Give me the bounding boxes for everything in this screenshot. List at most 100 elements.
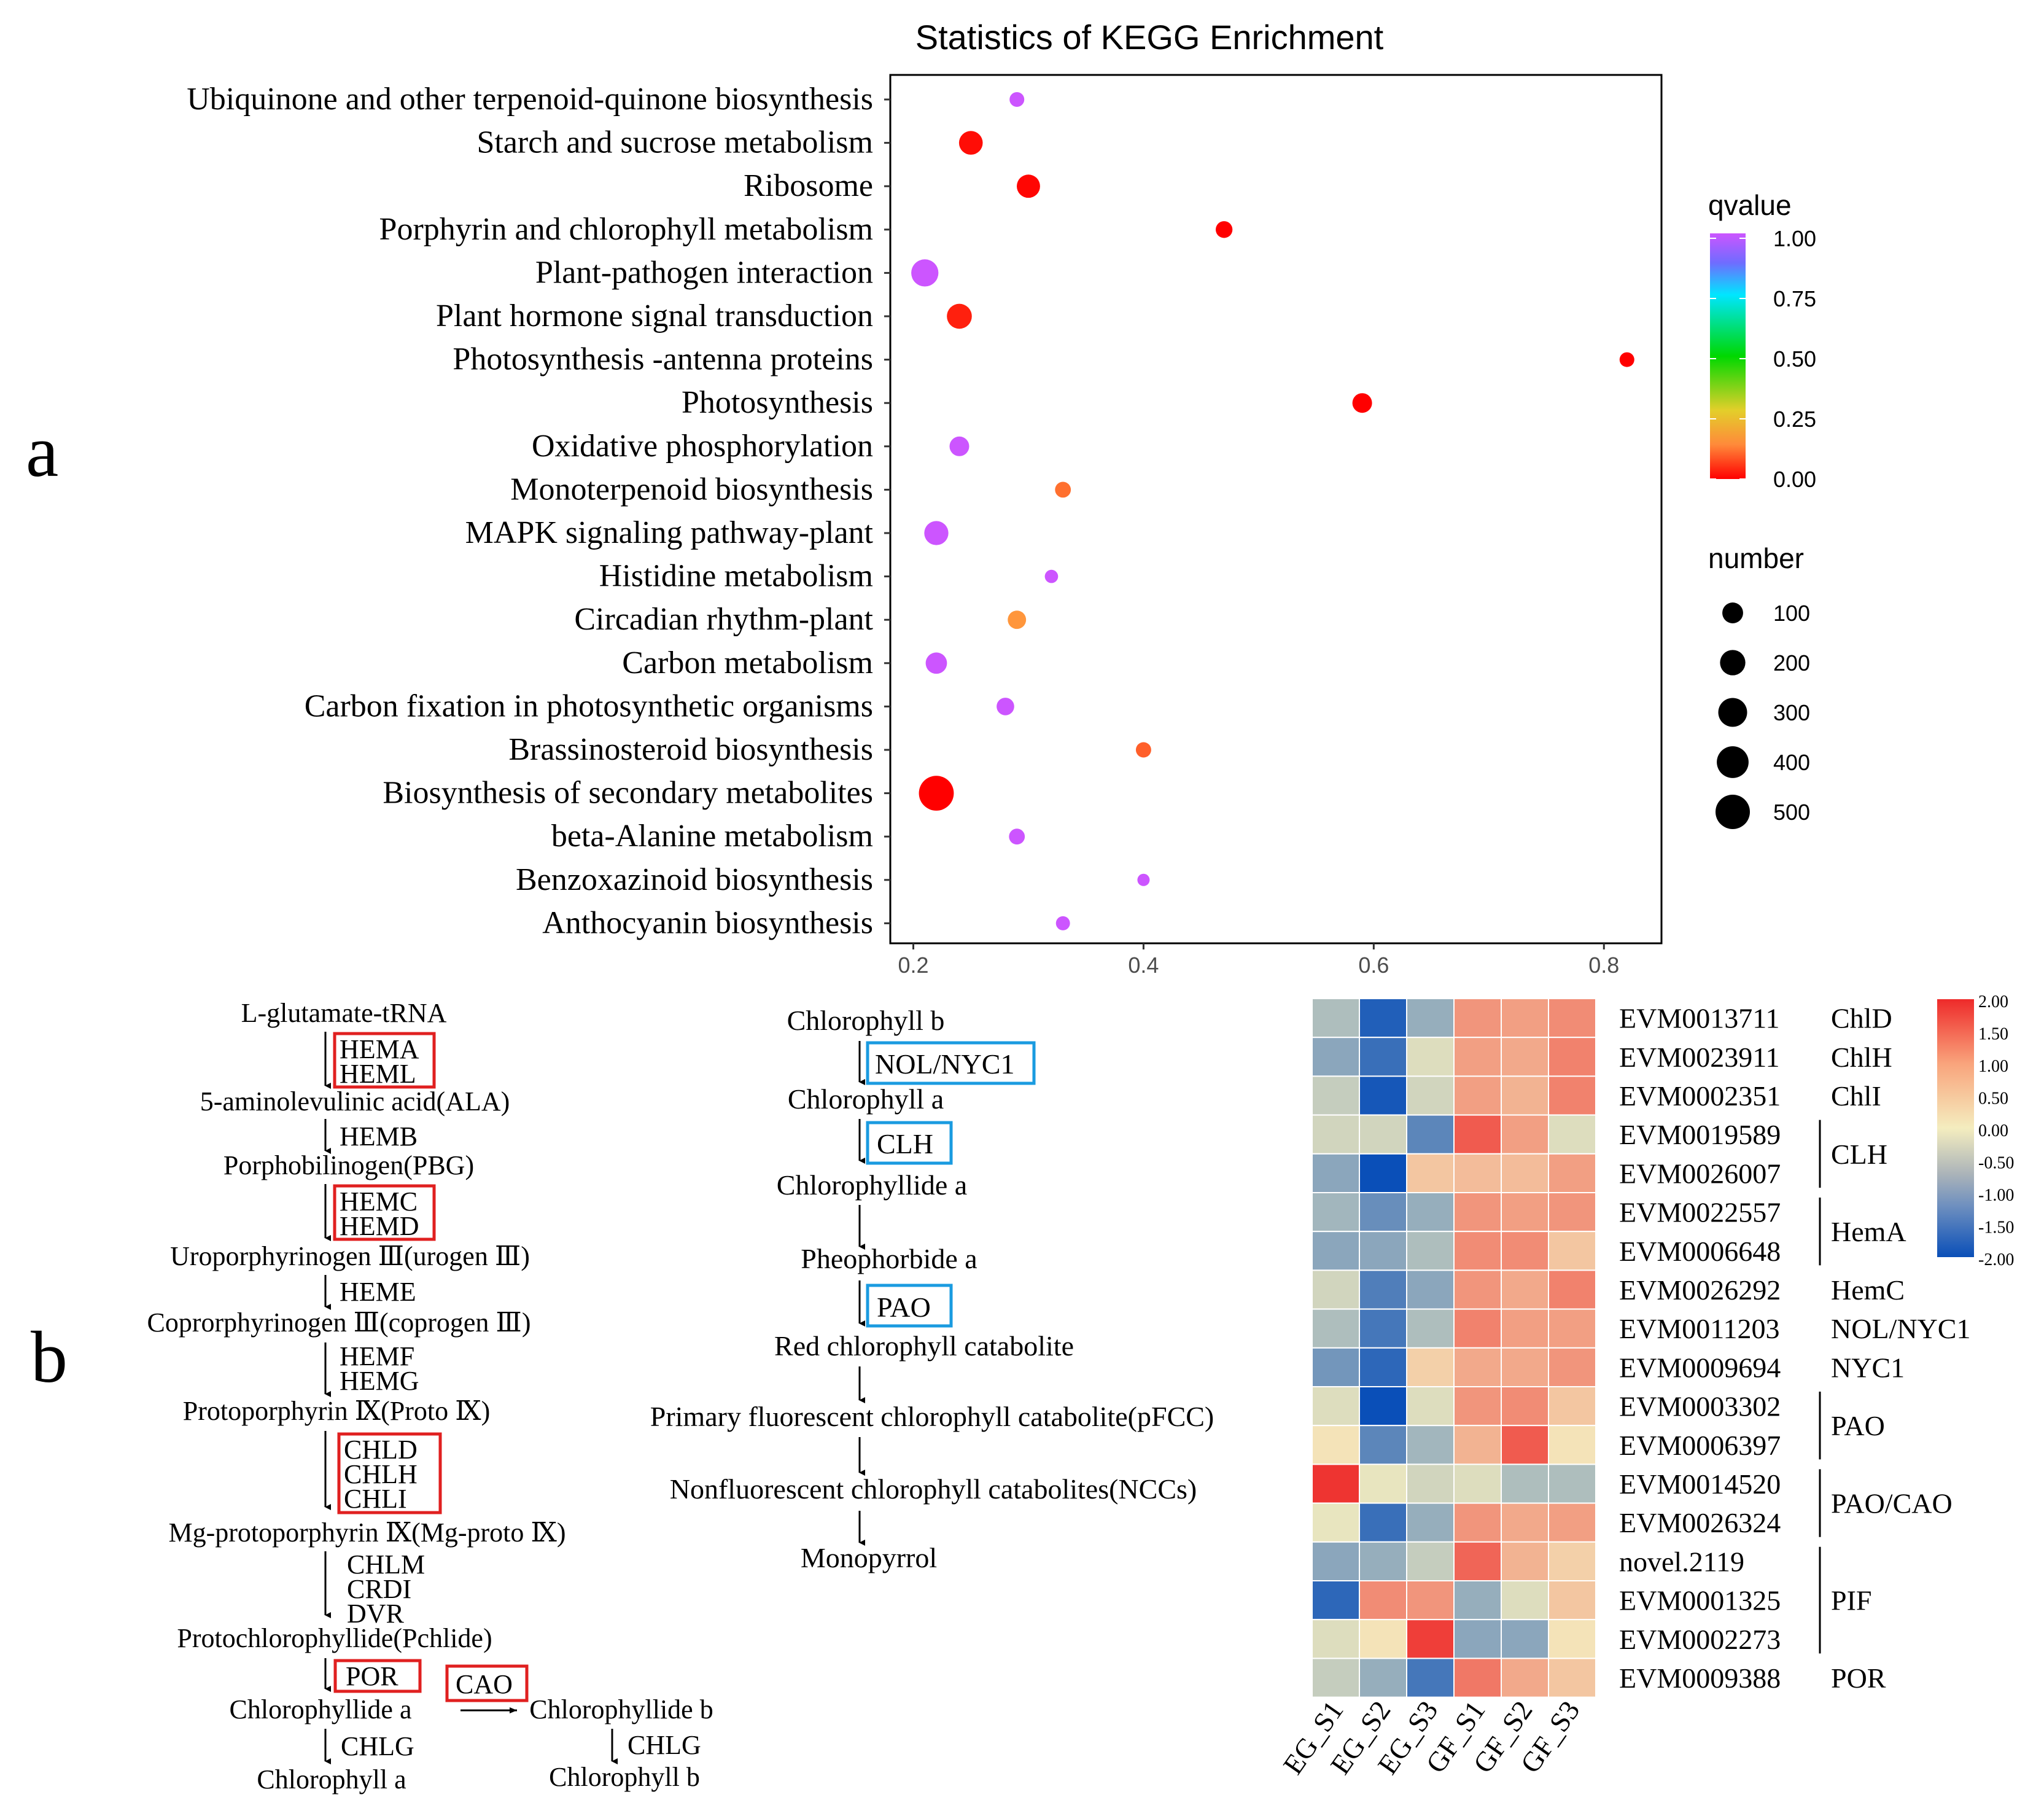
- heatmap-cell: [1359, 1541, 1407, 1582]
- gene-id-evm0011203: EVM0011203: [1619, 1313, 1780, 1344]
- enzyme-box-por: [333, 1659, 422, 1693]
- compound-chlorophyllide-a-degr: Chlorophyllide a: [777, 1169, 967, 1201]
- enzyme-chli: CHLI: [344, 1484, 407, 1514]
- gene-id-evm0002273: EVM0002273: [1619, 1624, 1781, 1655]
- enzyme-chlg-b: CHLG: [628, 1730, 701, 1760]
- pathway-label-starch-and-sucrose-metabolism: Starch and sucrose metabolism: [476, 125, 873, 160]
- heatmap-cell: [1406, 1153, 1455, 1194]
- enzyme-box-chld-chlh-chli: [337, 1432, 442, 1514]
- compound-pheophorbide-a: Pheophorbide a: [801, 1243, 977, 1274]
- heatmap-cell: [1548, 1075, 1596, 1116]
- gene-id-evm0014520: EVM0014520: [1619, 1468, 1781, 1500]
- heatmap-cell: [1453, 1347, 1502, 1388]
- compound-mg-proto-ix: Mg-protoporphyrin Ⅸ(Mg-proto Ⅸ): [168, 1518, 565, 1548]
- bubble-beta-alanine-metabolism: [1009, 828, 1025, 845]
- heatmap-cell: [1501, 1463, 1549, 1504]
- heatmap-cell: [1359, 998, 1407, 1038]
- heatmap-cell: [1312, 1269, 1360, 1310]
- heatmap-cell: [1312, 1231, 1360, 1271]
- heatmap-cell: [1312, 1425, 1360, 1465]
- enzyme-nol-nyc1: NOL/NYC1: [875, 1048, 1014, 1080]
- expression-heatmap: EVM0013711 EVM0023911 EVM0002351 EVM0019589…: [1277, 992, 2015, 1780]
- heatmap-cell: [1548, 998, 1596, 1038]
- heatmap-cell: [1501, 1425, 1549, 1465]
- pathway-label-monoterpenoid-biosynthesis: Monoterpenoid biosynthesis: [510, 472, 873, 507]
- heatmap-cell: [1501, 1347, 1549, 1388]
- heatmap-cell: [1312, 1347, 1360, 1388]
- heatmap-cell: [1548, 1386, 1596, 1427]
- heatmap-cell: [1501, 1153, 1549, 1194]
- heatmap-cell: [1453, 1502, 1502, 1543]
- heatmap-cell: [1312, 1075, 1360, 1116]
- gene-id-evm0006648: EVM0006648: [1619, 1236, 1781, 1267]
- compound-ala: 5-aminolevulinic acid(ALA): [200, 1086, 510, 1116]
- gene-group-por: POR: [1831, 1662, 1886, 1694]
- pathway-label-oxidative-phosphorylation: Oxidative phosphorylation: [532, 429, 873, 464]
- gene-group-pao-cao: PAO/CAO: [1831, 1488, 1953, 1519]
- compound-monopyrrol: Monopyrrol: [801, 1542, 937, 1573]
- size-legend-circle: [1717, 746, 1749, 778]
- heatmap-cell: [1548, 1619, 1596, 1659]
- qvalue-legend-title: qvalue: [1708, 189, 1792, 221]
- scale-tick-label: -0.50: [1978, 1154, 2014, 1173]
- heatmap-cell: [1501, 1308, 1549, 1349]
- compound-chlorophyll-a-degr: Chlorophyll a: [788, 1083, 944, 1115]
- heatmap-cell: [1548, 1658, 1596, 1698]
- scale-tick-label: 0.50: [1978, 1089, 2008, 1109]
- enzyme-chlh: CHLH: [344, 1459, 418, 1489]
- gene-id-evm0003302: EVM0003302: [1619, 1391, 1781, 1422]
- enzyme-heme: HEME: [340, 1277, 416, 1307]
- compound-chlorophyllide-a: Chlorophyllide a: [230, 1694, 412, 1724]
- heatmap-cell: [1359, 1037, 1407, 1077]
- heatmap-cell: [1548, 1308, 1596, 1349]
- heatmap-cell: [1453, 1541, 1502, 1582]
- heatmap-cell: [1359, 1308, 1407, 1349]
- pathway-label-plant-pathogen-interaction: Plant-pathogen interaction: [535, 255, 873, 290]
- enzyme-box-clh: [866, 1121, 953, 1165]
- heatmap-cell: [1501, 1037, 1549, 1077]
- bubble-oxidative-phosphorylation: [949, 436, 970, 456]
- x-tick-label: 0.4: [1128, 953, 1159, 978]
- heatmap-cell: [1359, 1425, 1407, 1465]
- enzyme-chlg-a: CHLG: [341, 1731, 414, 1761]
- pathway-label-ribosome: Ribosome: [744, 168, 873, 203]
- enzyme-box-hemc-hemd: [333, 1184, 436, 1241]
- heatmap-cell: [1548, 1541, 1596, 1582]
- pathway-label-circadian-rhythm-plant: Circadian rhythm-plant: [574, 602, 873, 637]
- heatmap-cell: [1453, 1425, 1502, 1465]
- heatmap-cell: [1406, 1114, 1455, 1155]
- compound-urogen: Uroporphyrinogen Ⅲ(urogen Ⅲ): [170, 1241, 530, 1271]
- heatmap-cell: [1406, 1619, 1455, 1659]
- heatmap-cell: [1312, 1153, 1360, 1194]
- heatmap-cell: [1548, 1269, 1596, 1310]
- enzyme-dvr: DVR: [347, 1599, 405, 1629]
- pathway-label-plant-hormone-signal-transduction: Plant hormone signal transduction: [436, 298, 873, 333]
- bubble-photosynthesis: [1352, 393, 1372, 413]
- pathway-label-benzoxazinoid-biosynthesis: Benzoxazinoid biosynthesis: [516, 862, 873, 897]
- heatmap-cell: [1453, 1580, 1502, 1621]
- heatmap-cell: [1406, 998, 1455, 1038]
- compound-chlorophyllide-b: Chlorophyllide b: [529, 1694, 713, 1724]
- heatmap-scale-ticks: 2.00 1.50 1.00 0.50 0.00 -0.50 -1.00 -1.50 -2.00: [1978, 992, 2014, 1269]
- heatmap-cell: [1453, 1192, 1502, 1233]
- compound-chlorophyll-b: Chlorophyll b: [549, 1762, 700, 1792]
- heatmap-cell: [1501, 1541, 1549, 1582]
- enzyme-hemg: HEMG: [340, 1366, 419, 1396]
- bubble-ubiquinone-and-other-terpenoid-quinone-biosynthesis: [1009, 92, 1025, 107]
- pathway-label-carbon-fixation-in-photosynthetic-organisms: Carbon fixation in photosynthetic organi…: [305, 688, 873, 723]
- heatmap-cell: [1501, 1580, 1549, 1621]
- heatmap-cell: [1453, 1269, 1502, 1310]
- gene-group-chld: ChlD: [1831, 1003, 1892, 1034]
- heatmap-cell: [1312, 1463, 1360, 1504]
- enzyme-clh: CLH: [877, 1128, 933, 1159]
- enzyme-cao: CAO: [456, 1669, 513, 1699]
- enzyme-hemc: HEMC: [340, 1186, 418, 1217]
- heatmap-cell: [1359, 1269, 1407, 1310]
- enzyme-hema: HEMA: [340, 1034, 419, 1064]
- gene-group-chlh: ChlH: [1831, 1042, 1892, 1073]
- heatmap-cell: [1548, 1580, 1596, 1621]
- bubble-biosynthesis-of-secondary-metabolites: [919, 776, 954, 811]
- qvalue-tick-label: 0.50: [1773, 346, 1816, 372]
- heatmap-cell: [1406, 1192, 1455, 1233]
- heatmap-cell: [1359, 1347, 1407, 1388]
